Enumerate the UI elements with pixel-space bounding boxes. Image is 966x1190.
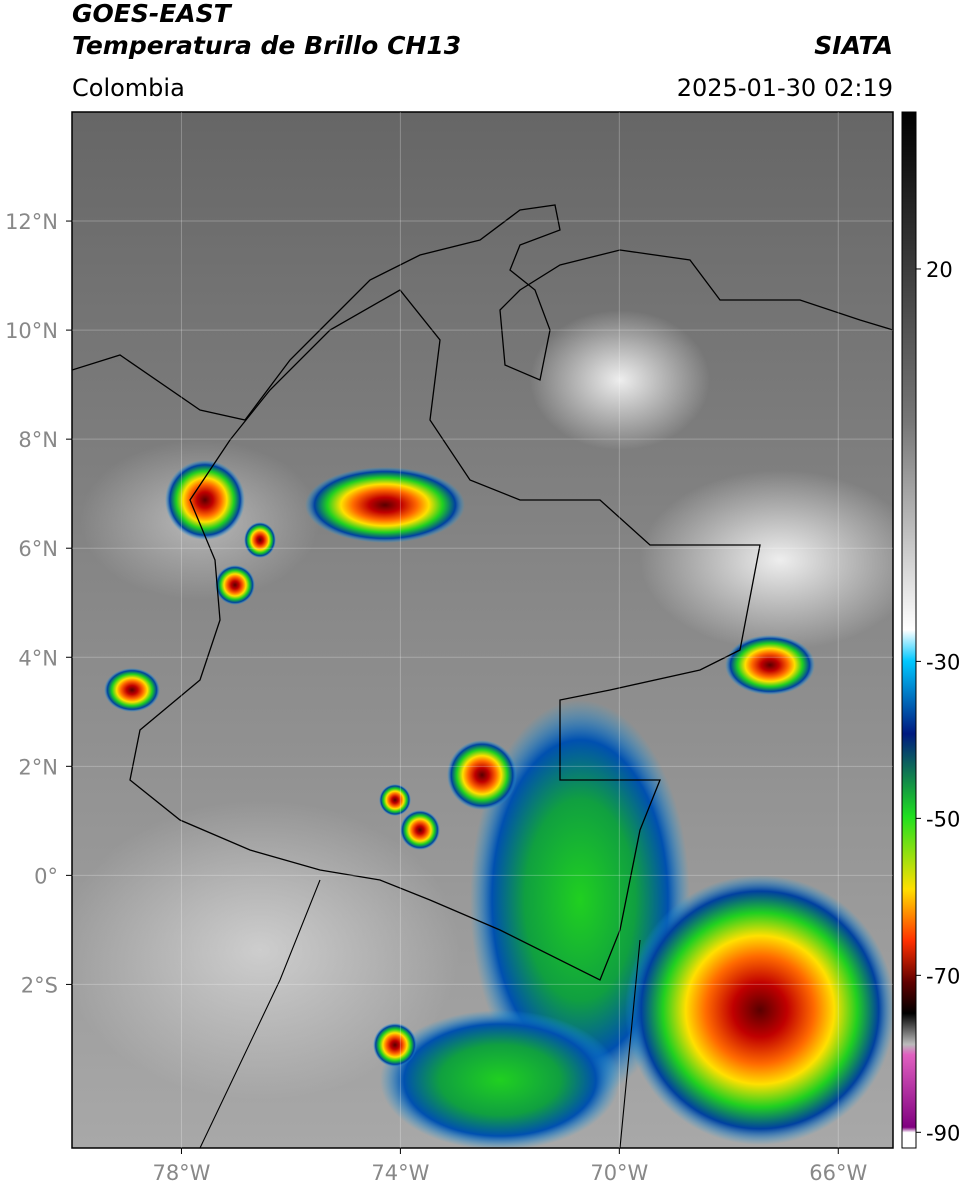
- y-tick-label: 2°N: [18, 755, 58, 779]
- y-tick-label: 2°S: [21, 973, 58, 997]
- y-tick-label: 12°N: [5, 210, 58, 234]
- colorbar-tick-label: 20: [926, 258, 953, 282]
- colorbar-tick-label: -70: [926, 964, 960, 988]
- colorbar-tick-label: -90: [926, 1121, 960, 1145]
- colorbar: [901, 111, 917, 1149]
- colorbar-tick-label: -50: [926, 807, 960, 831]
- x-tick-label: 74°W: [371, 1161, 429, 1185]
- y-tick-label: 4°N: [18, 646, 58, 670]
- title: GOES-EAST: [72, 0, 233, 28]
- y-tick-label: 8°N: [18, 428, 58, 452]
- y-tick-label: 6°N: [18, 537, 58, 561]
- x-tick-label: 70°W: [590, 1161, 648, 1185]
- map-frame: [71, 111, 894, 1149]
- y-tick-label: 10°N: [5, 319, 58, 343]
- subtitle: Temperatura de Brillo CH13: [72, 31, 461, 60]
- x-tick-label: 66°W: [809, 1161, 867, 1185]
- region: Colombia: [72, 74, 185, 102]
- satellite-image: [72, 112, 893, 1148]
- source: SIATA: [814, 31, 893, 60]
- colorbar-tick-label: -30: [926, 650, 960, 674]
- datetime: 2025-01-30 02:19: [677, 74, 893, 102]
- x-tick-label: 78°W: [152, 1161, 210, 1185]
- y-tick-label: 0°: [34, 864, 58, 888]
